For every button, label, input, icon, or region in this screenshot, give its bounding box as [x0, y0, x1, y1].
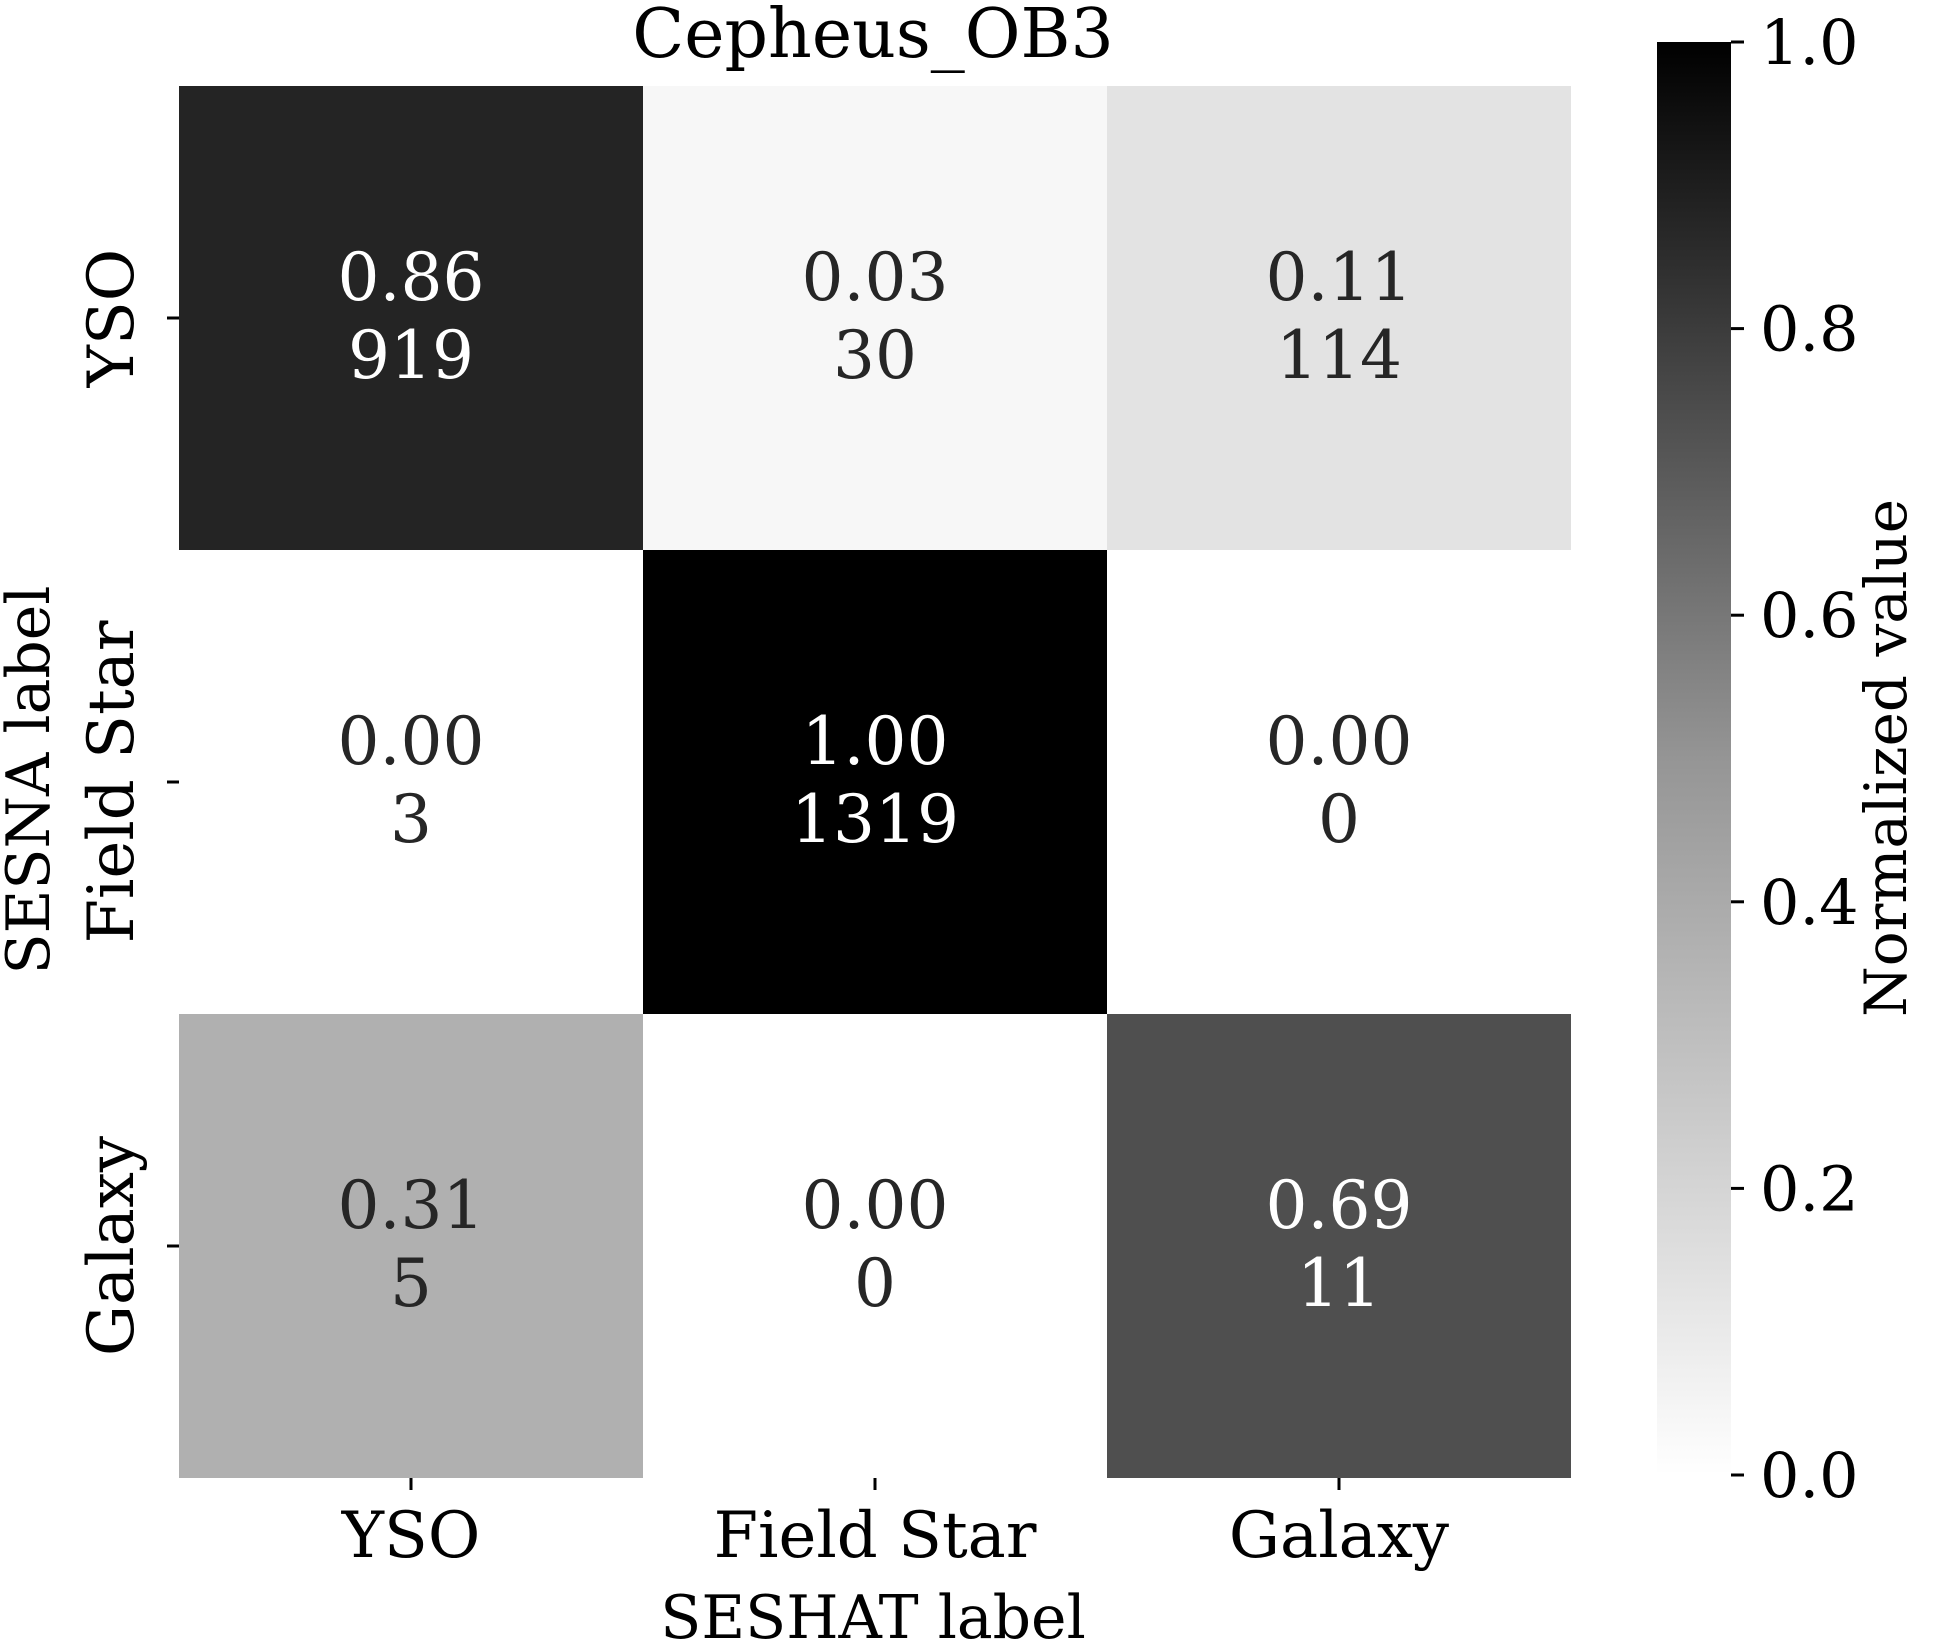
cell-normalized-value: 0.69: [1266, 1167, 1413, 1244]
colorbar: [1657, 42, 1731, 1475]
cell-count-value: 0: [1318, 781, 1360, 858]
cell-normalized-value: 0.00: [338, 703, 485, 780]
x-tick-label-galaxy: Galaxy: [1229, 1499, 1449, 1573]
colorbar-label: Normalized value: [1852, 499, 1920, 1017]
cell-normalized-value: 1.00: [802, 703, 949, 780]
y-tick-label-yso: YSO: [75, 249, 149, 389]
heatmap-cells: 0.869190.03300.111140.0031.0013190.0000.…: [179, 86, 1571, 1478]
cell-normalized-value: 0.86: [338, 239, 485, 316]
cell-count-value: 11: [1297, 1245, 1381, 1322]
cell-count-value: 30: [833, 317, 917, 394]
heatmap-cell: [179, 86, 643, 550]
cell-normalized-value: 0.03: [802, 239, 949, 316]
y-axis-label: SESNA label: [0, 586, 64, 975]
colorbar-tick-label: 0.2: [1760, 1152, 1859, 1225]
colorbar-tick-label: 1.0: [1760, 6, 1859, 79]
cell-count-value: 114: [1276, 317, 1402, 394]
heatmap-cell: [643, 86, 1107, 550]
heatmap-cell: [1107, 1014, 1571, 1478]
y-tick-label-field-star: Field Star: [75, 620, 149, 943]
cell-count-value: 5: [390, 1245, 432, 1322]
heatmap-axes: YSO Field Star Galaxy YSO Field Star Galaxy: [75, 249, 1449, 1573]
colorbar-tick-label: 0.4: [1760, 866, 1859, 939]
colorbar-ticks: 0.0 0.2 0.4 0.6 0.8 1.0: [1731, 6, 1859, 1512]
cell-count-value: 3: [390, 781, 432, 858]
cell-normalized-value: 0.00: [1266, 703, 1413, 780]
colorbar-tick-label: 0.6: [1760, 579, 1859, 652]
x-axis-label: SESHAT label: [660, 1583, 1086, 1642]
heatmap-cell: [643, 550, 1107, 1014]
cell-count-value: 919: [348, 317, 474, 394]
heatmap-cell: [1107, 550, 1571, 1014]
cell-count-value: 0: [854, 1245, 896, 1322]
colorbar-tick-label: 0.8: [1760, 293, 1859, 366]
heatmap-cell: [643, 1014, 1107, 1478]
x-tick-label-field-star: Field Star: [714, 1499, 1037, 1573]
cell-count-value: 1319: [791, 781, 959, 858]
cell-normalized-value: 0.11: [1266, 239, 1413, 316]
cell-normalized-value: 0.31: [338, 1167, 485, 1244]
y-tick-label-galaxy: Galaxy: [75, 1136, 149, 1356]
chart-title: Cepheus_OB3: [632, 0, 1114, 74]
colorbar-tick-label: 0.0: [1760, 1439, 1859, 1512]
heatmap-cell: [179, 550, 643, 1014]
x-tick-label-yso: YSO: [341, 1499, 481, 1573]
heatmap-cell: [179, 1014, 643, 1478]
cell-normalized-value: 0.00: [802, 1167, 949, 1244]
heatmap-cell: [1107, 86, 1571, 550]
